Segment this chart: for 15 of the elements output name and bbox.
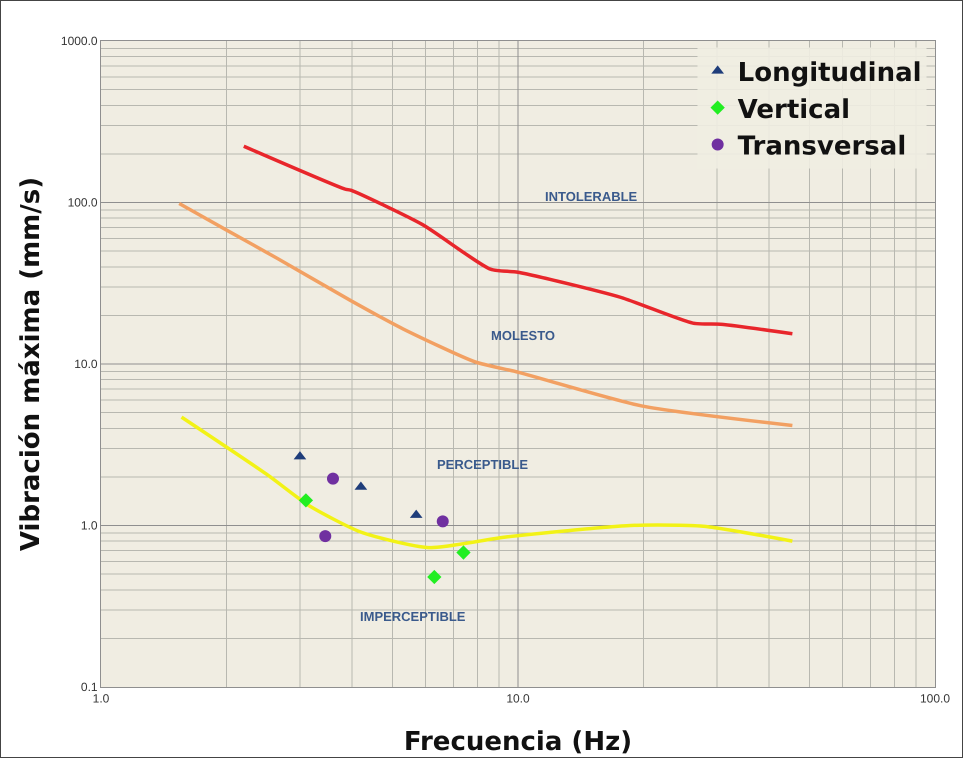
annotation: MOLESTO xyxy=(491,328,556,343)
legend-label: Transversal xyxy=(738,132,906,162)
x-tick-label: 10.0 xyxy=(506,691,530,706)
y-axis-title: Vibración máxima (mm/s) xyxy=(16,176,46,552)
y-tick-label: 100.0 xyxy=(68,196,98,210)
x-tick-label: 100.0 xyxy=(920,691,950,706)
legend-label: Longitudinal xyxy=(738,58,922,88)
x-axis-title: Frecuencia (Hz) xyxy=(404,727,632,757)
annotation: INTOLERABLE xyxy=(545,189,638,204)
annotation: IMPERCEPTIBLE xyxy=(360,609,466,624)
annotation: PERCEPTIBLE xyxy=(437,457,528,472)
y-tick-label: 1000.0 xyxy=(60,34,98,48)
y-tick-label: 1.0 xyxy=(80,518,98,533)
legend-label: Vertical xyxy=(738,94,850,125)
y-tick-label: 10.0 xyxy=(74,357,98,372)
